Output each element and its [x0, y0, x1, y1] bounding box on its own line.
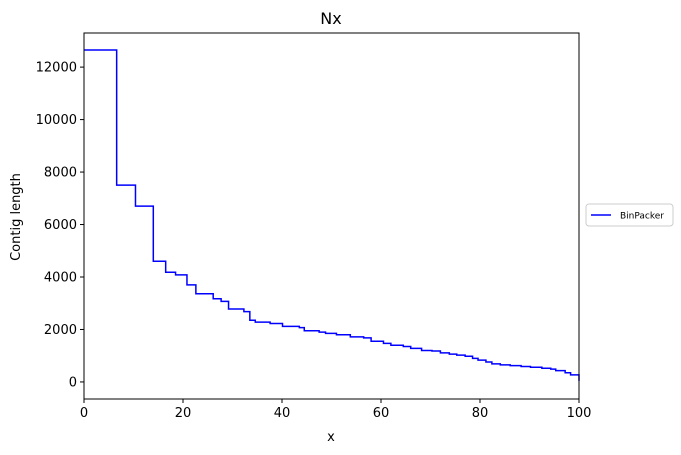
x-axis: 0 20 40 60 80 100 [80, 399, 592, 421]
legend-label: BinPacker [620, 212, 664, 222]
x-tick-label: 20 [175, 406, 192, 421]
legend: BinPacker [585, 203, 674, 227]
y-axis-label: Contig length [9, 173, 24, 261]
y-tick-label: 10000 [36, 113, 77, 128]
y-tick-label: 2000 [44, 323, 77, 338]
x-tick-label: 80 [472, 406, 489, 421]
y-tick-label: 0 [69, 375, 77, 390]
y-tick-label: 6000 [44, 218, 77, 233]
plot-area [83, 32, 580, 400]
x-tick-label: 0 [80, 406, 88, 421]
chart-title: Nx [320, 9, 341, 28]
x-tick-label: 60 [373, 406, 390, 421]
series-line-binpacker [84, 49, 580, 381]
y-tick-label: 8000 [44, 166, 77, 181]
plot-frame [83, 32, 580, 400]
y-tick-label: 4000 [44, 271, 77, 286]
legend-box [585, 203, 674, 227]
y-axis: 0 2000 4000 6000 8000 10000 12000 [36, 61, 84, 390]
x-tick-label: 40 [274, 406, 291, 421]
x-tick-label: 100 [567, 406, 592, 421]
y-tick-label: 12000 [36, 61, 77, 76]
x-axis-label: x [327, 430, 335, 445]
